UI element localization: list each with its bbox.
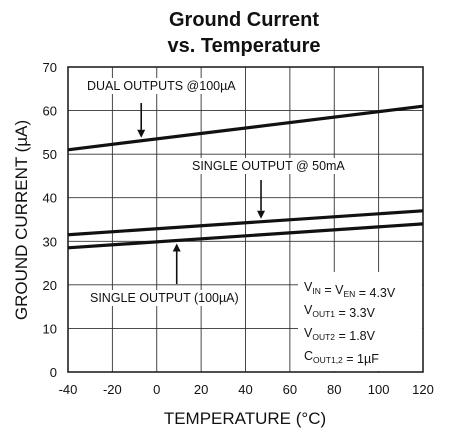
annotation-arrow-head (137, 129, 146, 138)
x-tick-label: -40 (59, 382, 78, 397)
y-tick-label: 40 (43, 191, 57, 206)
annotation-label: DUAL OUTPUTS @100µA (87, 79, 236, 93)
annotation-label: SINGLE OUTPUT (100µA) (90, 291, 239, 305)
annotation-label-bg (87, 290, 242, 306)
condition-text: C (304, 349, 313, 363)
annotation-label: SINGLE OUTPUT @ 50mA (192, 159, 345, 173)
y-tick-label: 50 (43, 147, 57, 162)
y-tick-label: 30 (43, 234, 57, 249)
plot-frame (67, 66, 424, 373)
condition-text: = 4.3V (355, 286, 396, 300)
chart-title-line-1: Ground Current (169, 9, 319, 31)
series-line (67, 104, 424, 152)
annotation-label-bg (189, 158, 349, 174)
x-tick-label: 100 (368, 382, 390, 397)
condition-subscript: IN (312, 286, 321, 296)
x-tick-label: 120 (412, 382, 434, 397)
condition-subscript: OUT2 (312, 332, 335, 342)
chart-title-line-2: vs. Temperature (167, 35, 320, 57)
annotation-label-bg (84, 78, 240, 94)
condition-line: COUT1,2 = 1µF (304, 349, 379, 366)
condition-text: V (304, 326, 313, 340)
tick-labels: -40 -20 0 20 40 60 80 100 120 0 10 20 30 40 50 60 70 (43, 60, 434, 397)
x-tick-label: 40 (238, 382, 252, 397)
condition-line: VOUT2 = 1.8V (304, 326, 376, 343)
series-lines (67, 104, 424, 250)
condition-text: V (304, 280, 313, 294)
x-tick-label: 20 (194, 382, 208, 397)
x-axis-label: TEMPERATURE (°C) (164, 409, 326, 428)
annotation-arrow-head (257, 210, 266, 219)
x-tick-label: -20 (103, 382, 122, 397)
x-tick-label: 0 (153, 382, 160, 397)
series-line (67, 222, 424, 250)
y-tick-label: 0 (50, 365, 57, 380)
condition-text: = 1.8V (335, 329, 376, 343)
condition-text: = 1µF (343, 352, 379, 366)
y-tick-label: 10 (43, 321, 57, 336)
y-tick-label: 20 (43, 278, 57, 293)
condition-text: = 3.3V (335, 306, 376, 320)
condition-subscript: OUT1,2 (313, 355, 343, 365)
y-axis-label: GROUND CURRENT (µA) (12, 120, 31, 320)
x-tick-label: 60 (283, 382, 297, 397)
y-tick-label: 70 (43, 60, 57, 75)
x-tick-label: 80 (327, 382, 341, 397)
condition-subscript: EN (343, 289, 355, 299)
annotations: DUAL OUTPUTS @100µA SINGLE OUTPUT @ 50mA S… (84, 78, 349, 306)
condition-line: VIN = VEN = 4.3V (304, 280, 396, 300)
condition-text: V (304, 303, 313, 317)
annotation-arrow-head (172, 243, 181, 252)
condition-text: = V (321, 283, 344, 297)
condition-subscript: OUT1 (312, 309, 335, 319)
condition-line: VOUT1 = 3.3V (304, 303, 376, 320)
series-line (67, 209, 424, 237)
y-tick-label: 60 (43, 104, 57, 119)
conditions-box-bg (298, 272, 422, 371)
